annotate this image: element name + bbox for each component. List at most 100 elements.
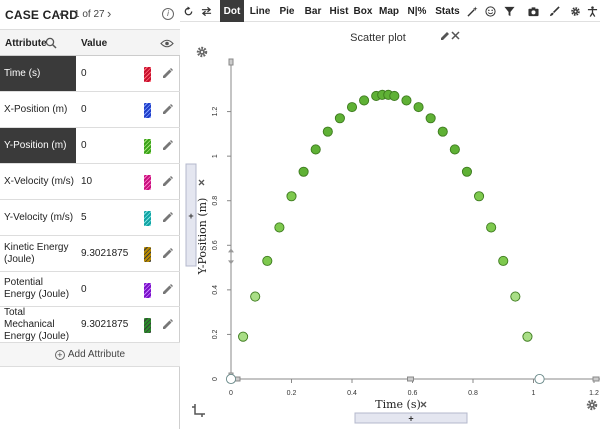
pencil-icon[interactable]: [162, 212, 173, 223]
axis-handle[interactable]: [407, 376, 414, 382]
search-icon[interactable]: [45, 37, 57, 49]
chevron-right-icon[interactable]: ›: [107, 6, 112, 21]
attribute-name[interactable]: Y-Position (m): [0, 128, 76, 163]
x-axis-attribute-drop[interactable]: [354, 412, 468, 424]
eye-icon[interactable]: [160, 39, 174, 48]
accessibility-icon[interactable]: [584, 0, 600, 22]
data-point[interactable]: [510, 291, 521, 302]
attribute-row[interactable]: Y-Velocity (m/s) 5: [0, 200, 180, 236]
attribute-name[interactable]: X-Velocity (m/s): [4, 175, 75, 187]
attribute-value[interactable]: 0: [81, 140, 87, 151]
data-point[interactable]: [298, 166, 309, 177]
x-axis-label[interactable]: Time (s): [375, 398, 421, 411]
pencil-icon[interactable]: [162, 248, 173, 259]
data-point[interactable]: [359, 95, 370, 106]
attribute-name[interactable]: Time (s): [0, 56, 76, 91]
plot-type-hist-button[interactable]: Hist: [329, 5, 349, 17]
data-point[interactable]: [522, 331, 533, 342]
y-axis-label[interactable]: Y-Position (m): [196, 198, 209, 276]
attribute-row[interactable]: X-Position (m) 0: [0, 92, 180, 128]
color-swatch[interactable]: [144, 318, 151, 333]
attribute-value[interactable]: 10: [81, 176, 93, 187]
close-icon[interactable]: [198, 179, 205, 186]
color-swatch[interactable]: [144, 103, 151, 118]
gear-icon[interactable]: [586, 399, 598, 411]
attribute-row[interactable]: Total Mechanical Energy (Joule) 9.3021875: [0, 307, 180, 343]
swap-axes-icon[interactable]: [198, 0, 214, 22]
data-point[interactable]: [286, 191, 297, 202]
data-point[interactable]: [473, 191, 485, 202]
data-point[interactable]: [225, 373, 237, 385]
attribute-row[interactable]: Time (s) 0: [0, 56, 180, 92]
gear-icon[interactable]: [567, 0, 583, 22]
data-point[interactable]: [461, 166, 473, 177]
attribute-value[interactable]: 9.3021875: [81, 319, 129, 330]
y-axis-attribute-drop[interactable]: [185, 163, 197, 267]
attribute-row[interactable]: Y-Position (m) 0: [0, 128, 180, 164]
plot-type-map-button[interactable]: Map: [379, 5, 399, 17]
add-attribute-button[interactable]: + Add Attribute: [0, 343, 180, 367]
plot-type-bar-button[interactable]: Bar: [304, 5, 322, 17]
pencil-icon[interactable]: [162, 176, 173, 187]
attribute-row[interactable]: Kinetic Energy (Joule) 9.3021875: [0, 236, 180, 272]
x-axis-add-icon[interactable]: +: [408, 414, 413, 424]
smiley-icon[interactable]: [482, 0, 498, 22]
color-swatch[interactable]: [144, 139, 151, 154]
pencil-icon[interactable]: [441, 32, 449, 40]
attribute-name[interactable]: Kinetic Energy (Joule): [4, 241, 69, 265]
axis-handle[interactable]: [228, 58, 234, 66]
close-icon[interactable]: [451, 31, 460, 40]
plot-type-pie-button[interactable]: Pie: [279, 5, 295, 17]
y-axis-add-icon[interactable]: +: [188, 211, 193, 221]
plot-type-dot-button[interactable]: Dot: [220, 0, 244, 22]
data-point[interactable]: [389, 90, 400, 102]
attribute-name[interactable]: Potential Energy (Joule): [4, 277, 70, 300]
data-point[interactable]: [250, 291, 261, 302]
pencil-icon[interactable]: [162, 104, 173, 115]
data-point[interactable]: [334, 113, 345, 124]
plot-type-n-button[interactable]: N|%: [407, 5, 427, 17]
data-point[interactable]: [486, 222, 497, 233]
axis-corner-icon[interactable]: [192, 404, 205, 417]
filter-icon[interactable]: [501, 0, 517, 22]
pencil-icon[interactable]: [162, 68, 173, 79]
pencil-icon[interactable]: [162, 284, 173, 295]
plot-type-box-button[interactable]: Box: [353, 5, 373, 17]
data-point[interactable]: [346, 102, 358, 113]
pencil-icon[interactable]: [162, 319, 173, 330]
color-swatch[interactable]: [144, 283, 151, 298]
data-point[interactable]: [437, 126, 448, 137]
attribute-row[interactable]: Potential Energy (Joule) 0: [0, 272, 180, 307]
gear-icon[interactable]: [196, 46, 208, 58]
data-point[interactable]: [322, 126, 333, 137]
attribute-row[interactable]: X-Velocity (m/s) 10: [0, 164, 180, 200]
data-point[interactable]: [449, 144, 460, 155]
magic-wand-icon[interactable]: [464, 0, 480, 22]
axis-drag-arrows[interactable]: [228, 248, 234, 265]
color-swatch[interactable]: [144, 247, 151, 262]
close-icon[interactable]: [420, 401, 427, 408]
attribute-name[interactable]: X-Position (m): [4, 103, 68, 115]
axis-handle[interactable]: [592, 376, 600, 382]
data-point[interactable]: [262, 255, 273, 266]
color-swatch[interactable]: [144, 211, 151, 226]
camera-icon[interactable]: [525, 0, 541, 22]
attribute-value[interactable]: 0: [81, 68, 87, 79]
plot-type-line-button[interactable]: Line: [249, 5, 271, 17]
scatter-plot[interactable]: Scatter plot + + 00.20.40.60.811.20 0.2 0.: [180, 22, 600, 429]
attribute-name[interactable]: Y-Velocity (m/s): [4, 211, 74, 223]
rescale-icon[interactable]: [180, 0, 196, 22]
color-swatch[interactable]: [144, 67, 151, 82]
color-swatch[interactable]: [144, 175, 151, 190]
data-point[interactable]: [413, 102, 424, 113]
data-point[interactable]: [274, 222, 285, 233]
data-point[interactable]: [425, 113, 436, 124]
attribute-value[interactable]: 5: [81, 212, 87, 223]
data-point[interactable]: [401, 95, 412, 106]
attribute-value[interactable]: 9.3021875: [81, 248, 129, 259]
data-point[interactable]: [534, 373, 545, 385]
info-icon[interactable]: i: [162, 8, 174, 20]
pencil-icon[interactable]: [162, 140, 173, 151]
attribute-value[interactable]: 0: [81, 104, 87, 115]
plot-type-stats-button[interactable]: Stats: [435, 5, 460, 17]
